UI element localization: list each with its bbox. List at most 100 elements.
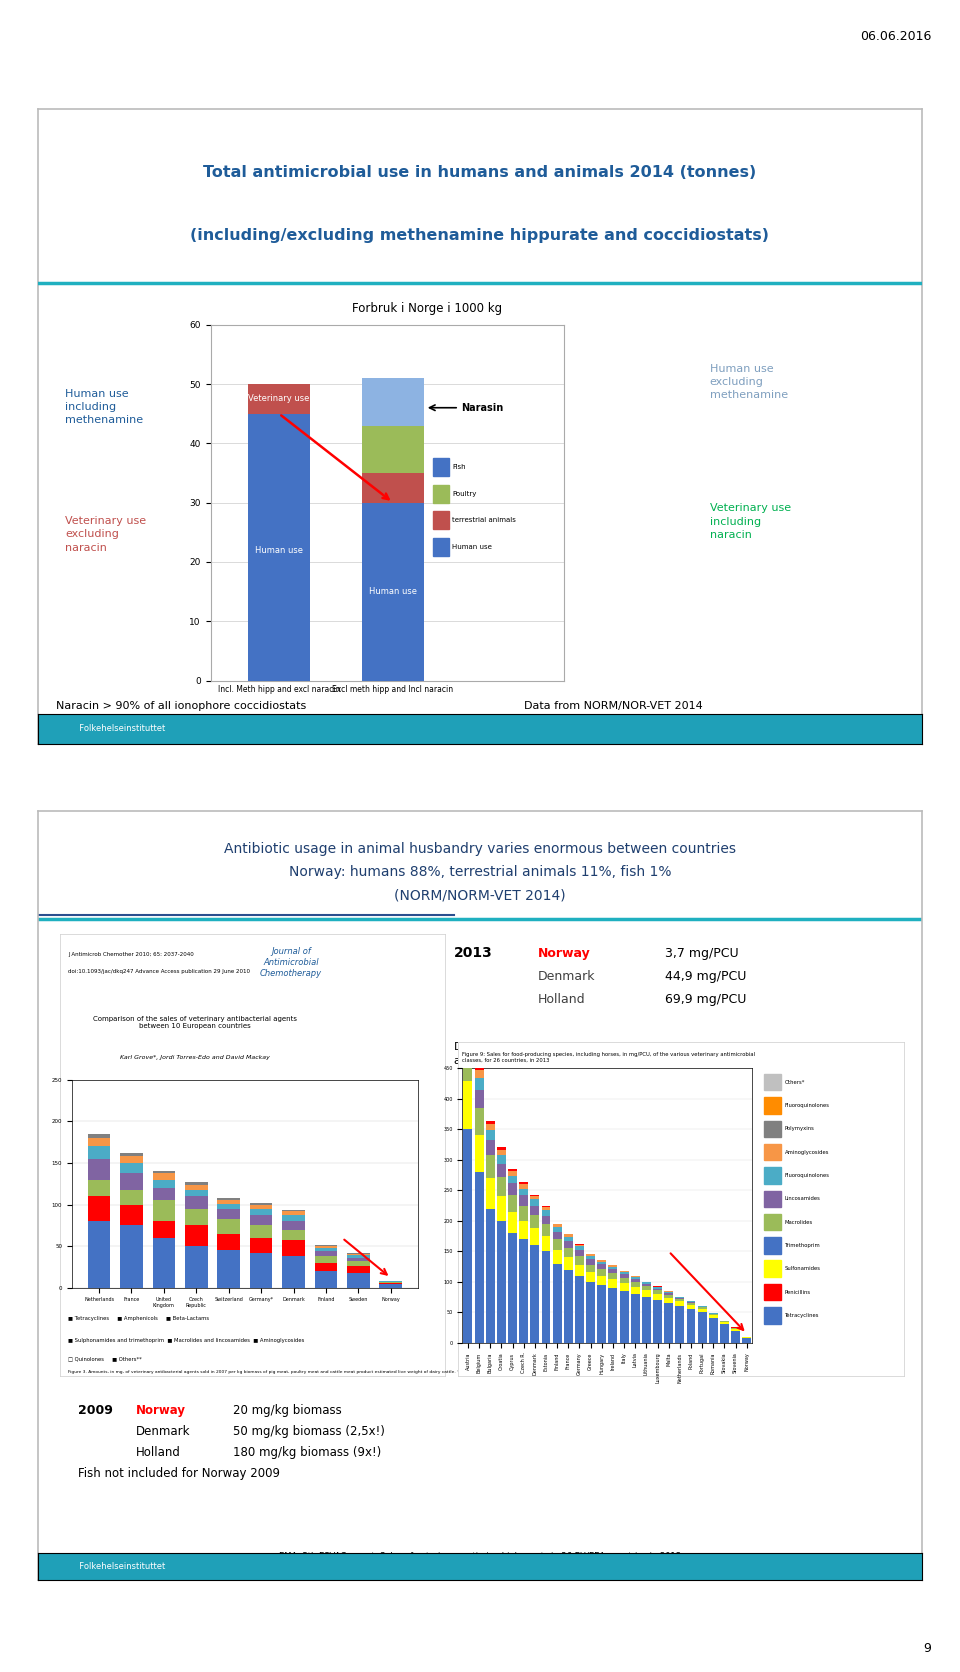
Bar (153, 1237, 176, 1287)
Bar (250, 1216, 273, 1226)
Bar (519, 1182, 528, 1184)
Bar (619, 1272, 629, 1274)
Text: Data for Norway includes fish where
almost no antibiotics are used: Data for Norway includes fish where almo… (453, 1042, 656, 1065)
Text: 20 mg/kg biomass: 20 mg/kg biomass (232, 1404, 342, 1418)
Bar (250, 1226, 273, 1237)
Bar (362, 378, 424, 425)
Bar (764, 1237, 780, 1254)
Bar (619, 1282, 629, 1291)
Bar (464, 1043, 472, 1080)
Bar (708, 1319, 718, 1343)
Bar (87, 1197, 110, 1221)
Text: (NORM/NORM-VET 2014): (NORM/NORM-VET 2014) (395, 888, 565, 903)
Bar (87, 1139, 110, 1147)
Text: 180 mg/kg biomass (9x!): 180 mg/kg biomass (9x!) (232, 1446, 381, 1460)
Bar (587, 1254, 595, 1256)
Bar (185, 1226, 207, 1246)
Bar (474, 1077, 484, 1090)
Bar (464, 1129, 472, 1343)
Text: Veterinary use
excluding
naracin: Veterinary use excluding naracin (65, 517, 146, 552)
Bar (347, 1266, 370, 1272)
Bar (732, 1329, 740, 1331)
Bar (675, 1306, 684, 1343)
Bar (185, 1197, 207, 1209)
Bar (764, 1261, 780, 1277)
Text: Narasin: Narasin (462, 403, 504, 413)
Bar (619, 1291, 629, 1343)
Bar (508, 1170, 517, 1175)
Bar (764, 1144, 780, 1160)
Bar (553, 1227, 562, 1232)
Bar (433, 538, 449, 557)
Bar (653, 1294, 662, 1301)
Bar (486, 1140, 494, 1155)
Text: J Antimicrob Chemother 2010; 65: 2037-2040: J Antimicrob Chemother 2010; 65: 2037-20… (68, 951, 194, 956)
Bar (631, 1279, 639, 1282)
Bar (519, 1239, 528, 1343)
Text: Lincosamides: Lincosamides (784, 1195, 821, 1200)
Bar (464, 995, 472, 1005)
Text: Human use: Human use (369, 587, 417, 595)
Bar (564, 1257, 573, 1269)
Bar (664, 1292, 673, 1294)
Bar (120, 1157, 143, 1164)
Bar (153, 1174, 176, 1180)
Bar (642, 1284, 651, 1286)
Bar (587, 1272, 595, 1282)
Bar (575, 1244, 584, 1246)
Bar (486, 1209, 494, 1343)
Bar (541, 1207, 550, 1211)
Bar (433, 458, 449, 477)
Bar (217, 1209, 240, 1219)
Text: Figure 3. Amounts, in mg, of veterinary antibacterial agents sold in 2007 per kg: Figure 3. Amounts, in mg, of veterinary … (68, 1369, 609, 1374)
Bar (664, 1302, 673, 1343)
Text: Folkehelseinstituttet: Folkehelseinstituttet (74, 724, 165, 734)
Bar (631, 1287, 639, 1294)
Bar (742, 1338, 751, 1343)
Bar (575, 1256, 584, 1264)
Bar (153, 1200, 176, 1221)
Bar (120, 1226, 143, 1287)
Text: Comparison of the sales of veterinary antibacterial agents
between 10 European c: Comparison of the sales of veterinary an… (93, 1017, 297, 1028)
Text: Journal of
Antimicrobial
Chemotherapy: Journal of Antimicrobial Chemotherapy (260, 948, 322, 978)
Bar (609, 1287, 617, 1343)
Text: Naracin > 90% of all ionophore coccidiostats: Naracin > 90% of all ionophore coccidios… (56, 701, 306, 711)
Bar (185, 1182, 207, 1185)
Text: 9: 9 (924, 1642, 931, 1655)
Text: ■ Sulphonamides and trimethoprim  ■ Macrolides and lincosamides  ■ Aminoglycosid: ■ Sulphonamides and trimethoprim ■ Macro… (68, 1338, 304, 1343)
Text: Fish: Fish (452, 465, 466, 470)
Bar (315, 1271, 337, 1287)
Text: Folkehelseinstituttet: Folkehelseinstituttet (74, 1562, 165, 1572)
Bar (720, 1324, 729, 1343)
Bar (597, 1262, 606, 1264)
Bar (474, 1070, 484, 1077)
Bar (575, 1264, 584, 1276)
Bar (597, 1284, 606, 1343)
Text: Karl Grove*, Jordi Torres-Edo and David Mackay: Karl Grove*, Jordi Torres-Edo and David … (120, 1055, 270, 1060)
Bar (764, 1190, 780, 1207)
Bar (541, 1251, 550, 1343)
Bar (553, 1232, 562, 1239)
Bar (708, 1316, 718, 1319)
Bar (564, 1247, 573, 1257)
Bar (575, 1246, 584, 1251)
Text: terrestrial animals: terrestrial animals (452, 517, 516, 523)
Bar (315, 1251, 337, 1256)
Bar (433, 512, 449, 530)
Bar (664, 1294, 673, 1297)
Bar (541, 1216, 550, 1224)
Bar (619, 1277, 629, 1282)
Bar (675, 1301, 684, 1306)
Bar (120, 1154, 143, 1157)
Bar (619, 1274, 629, 1277)
Bar (530, 1216, 540, 1229)
Bar (87, 1180, 110, 1197)
Bar (508, 1169, 517, 1170)
Bar (653, 1289, 662, 1291)
Bar (642, 1297, 651, 1343)
Bar (631, 1282, 639, 1287)
Bar (686, 1304, 695, 1309)
Text: 69,9 mg/PCU: 69,9 mg/PCU (665, 993, 747, 1007)
Text: 2013: 2013 (453, 946, 492, 960)
Text: 44,9 mg/PCU: 44,9 mg/PCU (665, 970, 747, 983)
